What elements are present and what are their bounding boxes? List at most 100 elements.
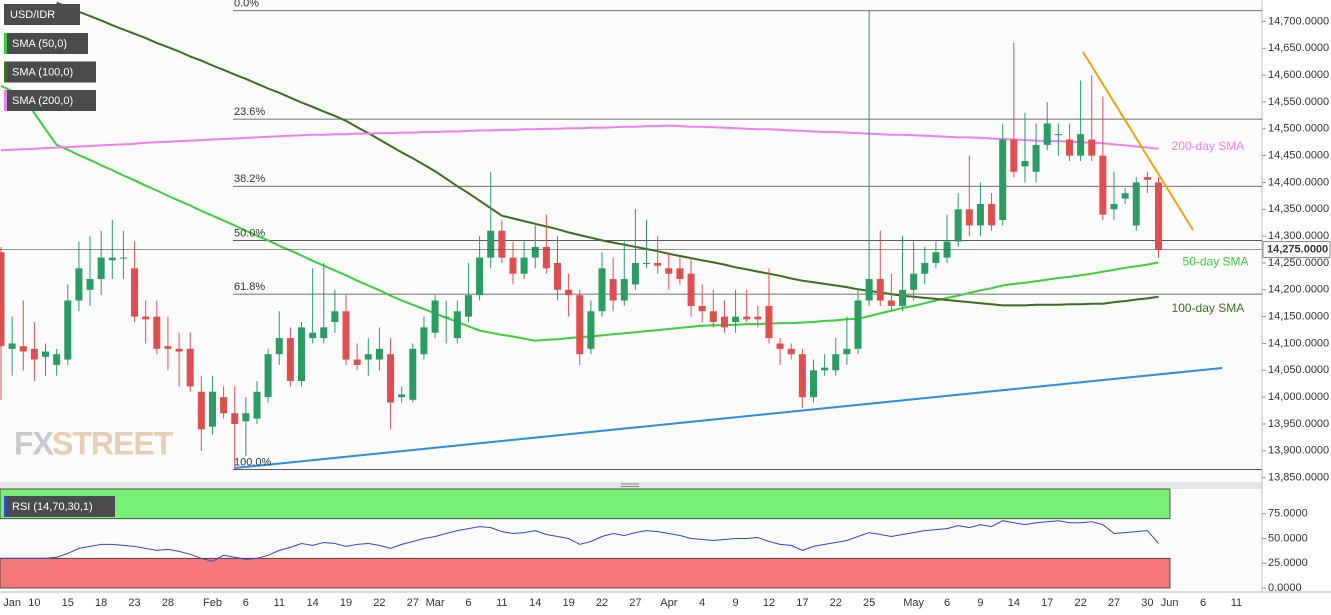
- candle-body: [464, 295, 472, 317]
- candle-body: [598, 268, 606, 312]
- candle-body: [242, 413, 250, 422]
- x-tick-label: 25: [863, 597, 875, 609]
- x-tick-label: 11: [496, 597, 507, 609]
- oversold-zone: [0, 557, 1171, 589]
- candle-body: [509, 257, 517, 274]
- rsi-line: [1, 520, 1159, 562]
- y-tick-label: 14,000.0000: [1268, 391, 1329, 403]
- x-tick-label: 23: [128, 597, 140, 609]
- y-tick-label: 14,500.0000: [1268, 123, 1329, 135]
- y-tick-label: 25.0000: [1268, 557, 1308, 569]
- candle-body: [932, 252, 940, 263]
- legend-box[interactable]: [4, 496, 115, 517]
- legend-box[interactable]: [4, 33, 88, 54]
- candle-body: [253, 391, 261, 419]
- legend-box[interactable]: [4, 61, 96, 83]
- candle-body: [320, 327, 328, 339]
- sma-annotation: 200-day SMA: [1172, 139, 1245, 153]
- x-tick-label: 14: [307, 597, 319, 609]
- legend-swatch: [4, 90, 7, 111]
- candle-body: [476, 257, 484, 296]
- candle-body: [531, 246, 539, 258]
- panel-divider[interactable]: [0, 482, 1262, 489]
- y-tick-label: 75.0000: [1268, 508, 1308, 520]
- x-tick-label: 14: [529, 597, 541, 609]
- legend-swatch: [4, 33, 7, 54]
- candle-body: [709, 311, 717, 322]
- candle-body: [131, 268, 139, 317]
- candle-body: [643, 262, 651, 264]
- candle-body: [854, 300, 862, 349]
- legend-box[interactable]: [4, 4, 80, 25]
- candle-body: [654, 262, 662, 266]
- candle-body: [910, 273, 918, 290]
- candle-body: [865, 279, 873, 301]
- y-tick-label: 14,550.0000: [1268, 96, 1329, 108]
- x-tick-label: 6: [1200, 597, 1206, 609]
- rsi-line: [1, 520, 1159, 562]
- x-tick-label: 19: [563, 597, 575, 609]
- x-tick-label: 4: [699, 597, 705, 609]
- last-price-tag: [1262, 241, 1331, 259]
- candle-body: [754, 316, 762, 320]
- candle-body: [1110, 203, 1118, 210]
- x-tick-label: 12: [763, 597, 775, 609]
- candle-body: [309, 332, 317, 339]
- y-tick-label: 14,250.0000: [1268, 257, 1329, 269]
- fib-label: 0.0%: [234, 0, 259, 10]
- y-tick-label: 14,450.0000: [1268, 150, 1329, 162]
- y-tick-label: 14,400.0000: [1268, 176, 1329, 188]
- x-tick-label: 6: [465, 597, 471, 609]
- candle-body: [1021, 161, 1029, 167]
- fib-label: 23.6%: [234, 106, 265, 118]
- candle-body: [676, 268, 684, 280]
- candle-body: [631, 262, 639, 285]
- support-trendline: [234, 367, 1223, 469]
- x-tick-label: 28: [162, 597, 174, 609]
- fib-label: 50.0%: [234, 227, 265, 239]
- x-tick-label: Jun: [1161, 597, 1179, 609]
- sma-line: [0, 124, 1159, 152]
- candle-body: [821, 367, 829, 371]
- x-tick-label: 9: [733, 597, 739, 609]
- y-tick-label: 0.0000: [1268, 582, 1302, 594]
- candle-body: [75, 268, 83, 301]
- resistance-trendline: [1082, 51, 1194, 231]
- candle-body: [0, 252, 5, 347]
- legend-box[interactable]: [4, 90, 96, 111]
- candle-body: [64, 300, 72, 360]
- x-tick-label: 9: [977, 597, 983, 609]
- candle-body: [1155, 182, 1163, 250]
- candle-body: [843, 348, 851, 355]
- candle-body: [231, 413, 239, 424]
- last-price-label: 14,275.0000: [1267, 243, 1328, 255]
- candle-body: [1077, 134, 1085, 156]
- candle-body: [720, 316, 728, 328]
- candle-body: [698, 305, 706, 312]
- candle-body: [286, 338, 294, 382]
- candle-body: [86, 279, 94, 290]
- candle-body: [876, 279, 884, 301]
- x-tick-label: 17: [796, 597, 808, 609]
- fib-label: 38.2%: [234, 173, 265, 185]
- candle-body: [142, 316, 150, 320]
- candle-body: [576, 295, 584, 355]
- x-tick-label: 6: [243, 597, 249, 609]
- candle-body: [565, 289, 573, 296]
- y-tick-label: 13,900.0000: [1268, 445, 1329, 457]
- legend-label: RSI (14,70,30,1): [12, 501, 93, 513]
- candle-body: [298, 327, 306, 382]
- candle-body: [197, 391, 205, 430]
- candle-body: [264, 354, 272, 398]
- chart-title: USD/IDR: [10, 9, 55, 21]
- legend-swatch: [4, 496, 7, 517]
- x-tick-label: May: [903, 597, 924, 609]
- y-tick-label: 14,700.0000: [1268, 15, 1329, 27]
- candle-body: [1099, 155, 1107, 215]
- y-tick-label: 14,050.0000: [1268, 364, 1329, 376]
- candle-body: [743, 316, 751, 320]
- candle-body: [1054, 134, 1062, 136]
- candle-body: [30, 348, 38, 360]
